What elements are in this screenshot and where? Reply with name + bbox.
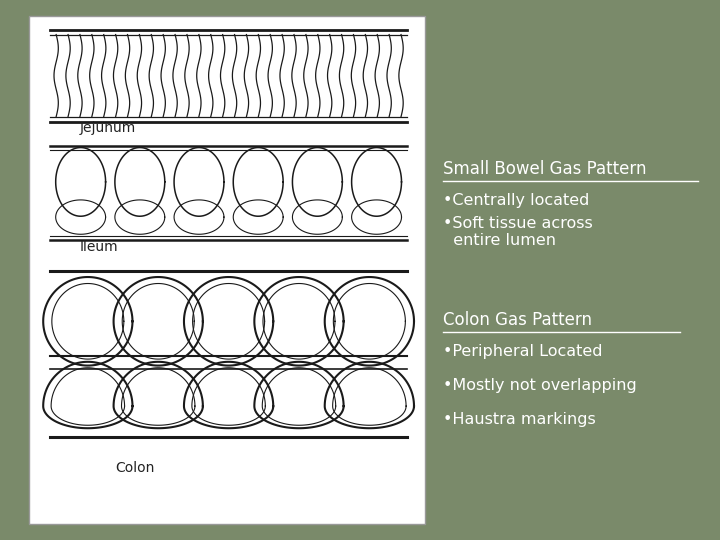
Text: •Soft tissue across
  entire lumen: •Soft tissue across entire lumen [443,216,593,248]
FancyBboxPatch shape [29,16,425,524]
Text: •Haustra markings: •Haustra markings [443,411,595,427]
Text: Small Bowel Gas Pattern: Small Bowel Gas Pattern [443,160,647,178]
Text: •Peripheral Located: •Peripheral Located [443,344,603,359]
Text: Colon: Colon [115,462,155,476]
Text: Jejunum: Jejunum [79,122,135,136]
Text: •Centrally located: •Centrally located [443,193,589,208]
Text: Colon Gas Pattern: Colon Gas Pattern [443,312,592,329]
Text: •Mostly not overlapping: •Mostly not overlapping [443,378,636,393]
Text: Ileum: Ileum [79,240,118,254]
